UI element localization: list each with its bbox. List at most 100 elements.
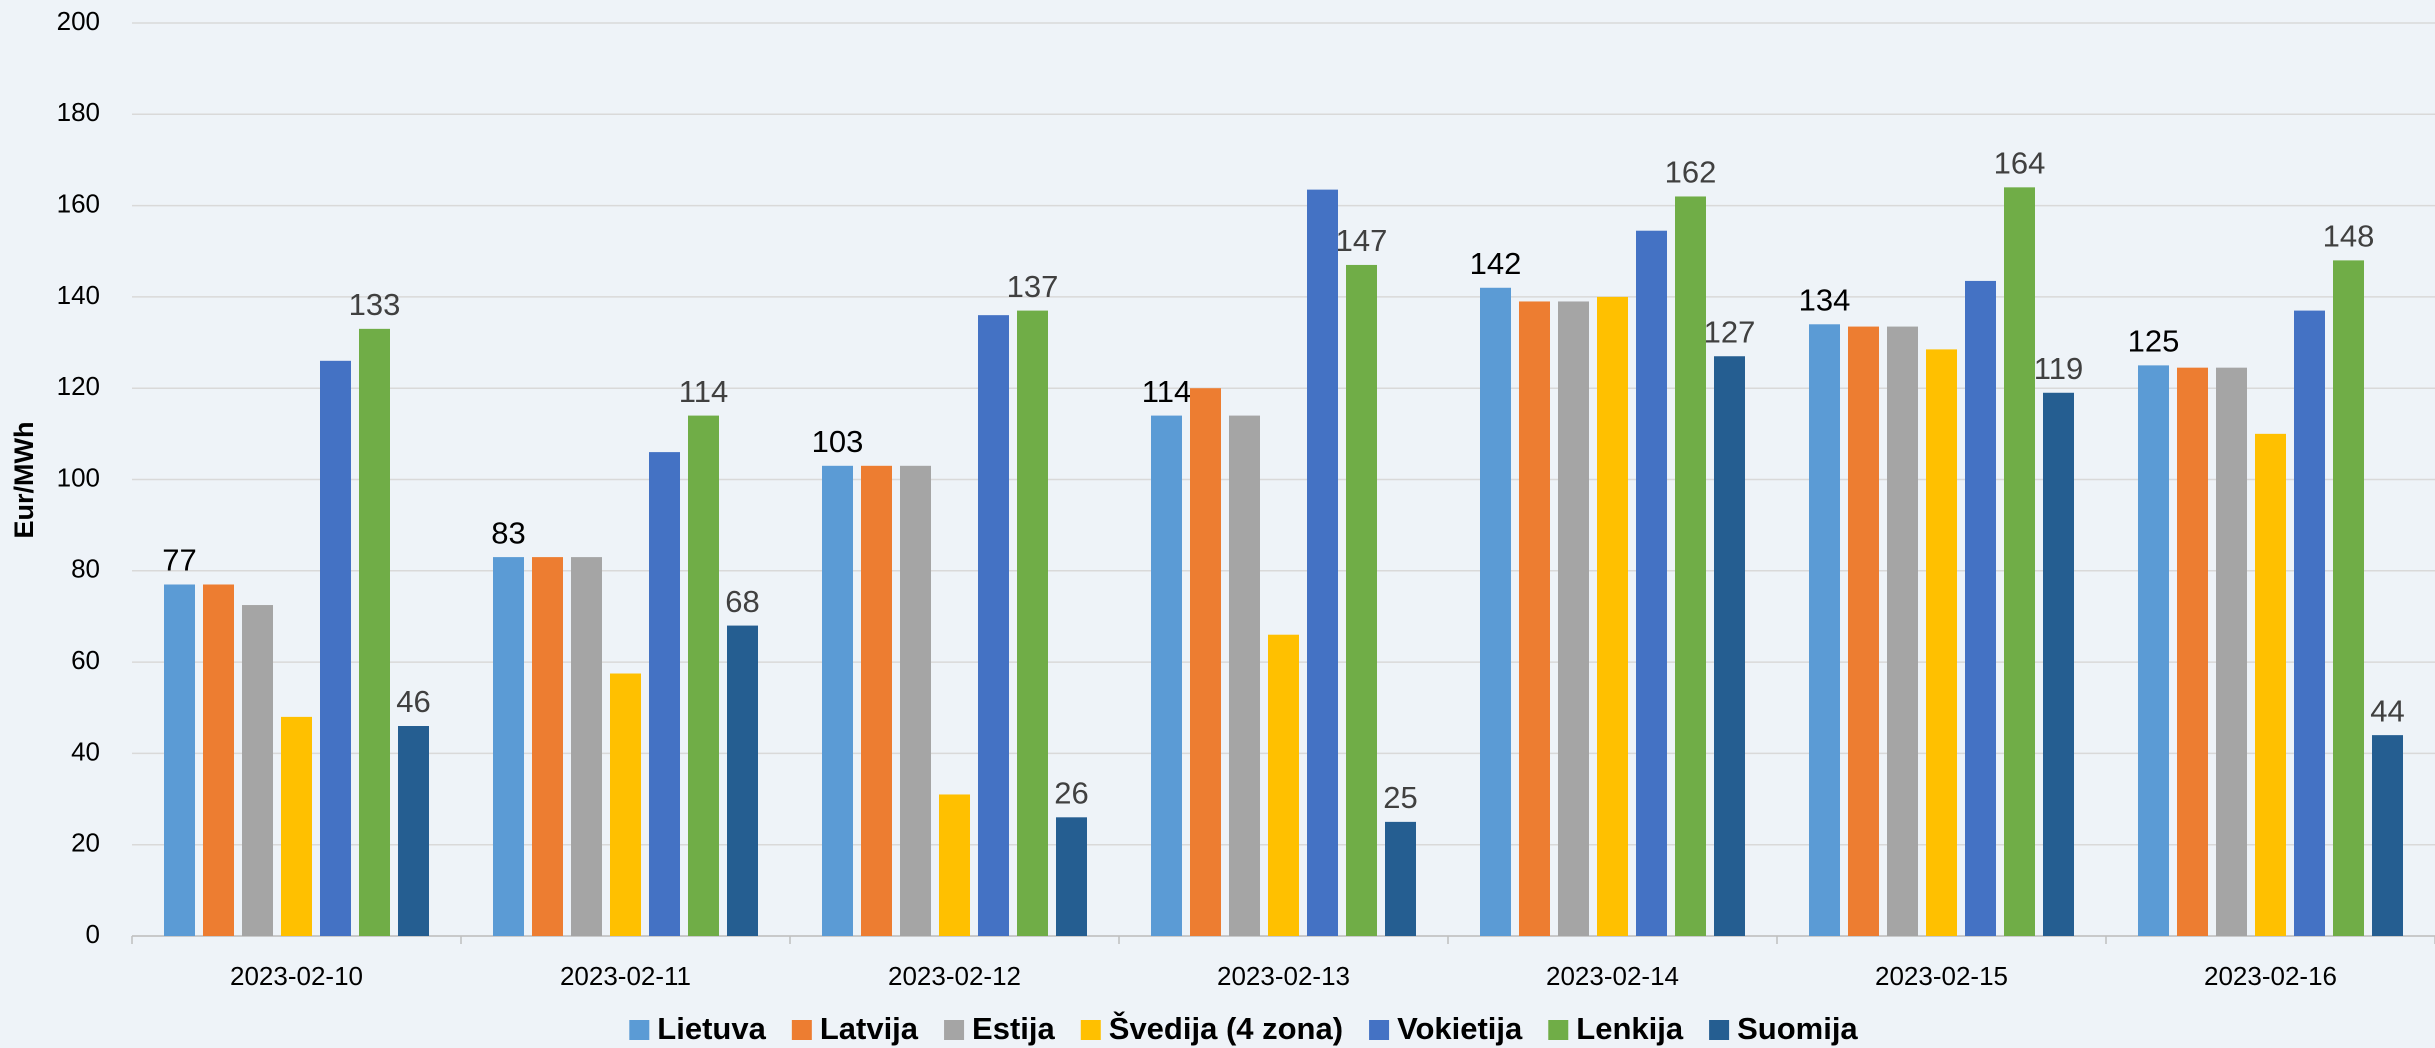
data-label: 147 (1336, 223, 1388, 258)
y-tick-label: 140 (57, 280, 100, 310)
bar (2333, 260, 2364, 936)
bar (320, 360, 351, 936)
bar (900, 465, 931, 936)
bar (2372, 735, 2403, 936)
bar (1597, 296, 1628, 936)
legend-label: Latvija (820, 1011, 919, 1046)
data-label: 127 (1704, 314, 1756, 349)
bar (1965, 280, 1996, 936)
legend-swatch (944, 1020, 965, 1040)
y-tick-label: 80 (71, 554, 100, 584)
bar (359, 328, 390, 937)
bar (1887, 326, 1918, 936)
data-label: 26 (1054, 775, 1088, 810)
bar (1519, 301, 1550, 937)
data-label: 68 (725, 584, 759, 619)
bar (1636, 230, 1667, 936)
legend-swatch (1369, 1020, 1390, 1040)
bar (2177, 367, 2208, 937)
legend-swatch (1080, 1020, 1101, 1040)
legend-swatch (791, 1020, 812, 1040)
legend-label: Estija (972, 1011, 1055, 1046)
data-label: 148 (2323, 219, 2375, 254)
data-label: 142 (1470, 246, 1522, 281)
data-label: 77 (162, 543, 196, 578)
bar (493, 557, 524, 936)
bar (281, 716, 312, 936)
data-label: 164 (1994, 146, 2046, 181)
y-tick-label: 200 (57, 6, 100, 36)
y-axis-label: Eur/MWh (9, 422, 39, 539)
y-tick-label: 20 (71, 828, 100, 858)
x-tick-label: 2023-02-12 (888, 961, 1021, 991)
data-label: 133 (349, 287, 401, 322)
bar (1675, 196, 1706, 937)
bar (688, 415, 719, 937)
bar (727, 625, 758, 936)
bar (1151, 415, 1182, 937)
y-tick-label: 160 (57, 188, 100, 218)
data-label: 103 (812, 424, 864, 459)
bar (939, 794, 970, 936)
bar (2138, 365, 2169, 936)
y-tick-label: 40 (71, 736, 100, 766)
bar (1056, 817, 1087, 936)
y-tick-label: 100 (57, 462, 100, 492)
legend-swatch (629, 1020, 650, 1040)
bar (571, 557, 602, 936)
legend-label: Švedija (4 zona) (1109, 1010, 1343, 1046)
x-tick-label: 2023-02-13 (1217, 961, 1350, 991)
bar (1229, 415, 1260, 937)
legend-label: Lenkija (1576, 1011, 1684, 1046)
bar (1307, 189, 1338, 936)
data-label: 162 (1665, 155, 1717, 190)
bar (2004, 187, 2035, 937)
bar (1190, 388, 1221, 936)
bar (203, 584, 234, 936)
bar (1809, 324, 1840, 936)
legend-swatch (1548, 1020, 1569, 1040)
bar (164, 584, 195, 936)
bar (861, 465, 892, 936)
bar (398, 726, 429, 936)
bar (2043, 392, 2074, 936)
bar (2216, 367, 2247, 937)
bar (1385, 821, 1416, 936)
legend-label: Lietuva (657, 1011, 766, 1046)
bar (1268, 634, 1299, 936)
x-tick-label: 2023-02-14 (1546, 961, 1679, 991)
bar (2255, 433, 2286, 936)
data-label: 25 (1383, 780, 1417, 815)
y-tick-label: 0 (86, 919, 100, 949)
bar (1714, 356, 1745, 936)
legend-swatch (1709, 1020, 1730, 1040)
legend-label: Vokietija (1397, 1011, 1523, 1046)
data-label: 125 (2128, 324, 2180, 359)
data-label: 83 (491, 515, 525, 550)
bar (978, 315, 1009, 936)
bar (610, 673, 641, 936)
bar (1480, 287, 1511, 936)
bar (822, 465, 853, 936)
data-label: 134 (1799, 282, 1851, 317)
bar (2294, 310, 2325, 937)
y-tick-label: 120 (57, 371, 100, 401)
x-tick-label: 2023-02-11 (560, 961, 691, 991)
x-tick-label: 2023-02-16 (2204, 961, 2337, 991)
bar (242, 605, 273, 936)
x-tick-label: 2023-02-15 (1875, 961, 2008, 991)
bar (532, 557, 563, 936)
bar (1558, 301, 1589, 937)
data-label: 46 (396, 684, 430, 719)
bar (1346, 264, 1377, 936)
x-tick-label: 2023-02-10 (230, 961, 363, 991)
bar (649, 452, 680, 936)
y-tick-label: 60 (71, 645, 100, 675)
data-label: 137 (1007, 269, 1059, 304)
bar (1926, 349, 1957, 937)
data-label: 119 (2034, 351, 2083, 386)
data-label: 114 (1142, 374, 1191, 409)
bar (1017, 310, 1048, 937)
data-label: 44 (2370, 693, 2404, 728)
